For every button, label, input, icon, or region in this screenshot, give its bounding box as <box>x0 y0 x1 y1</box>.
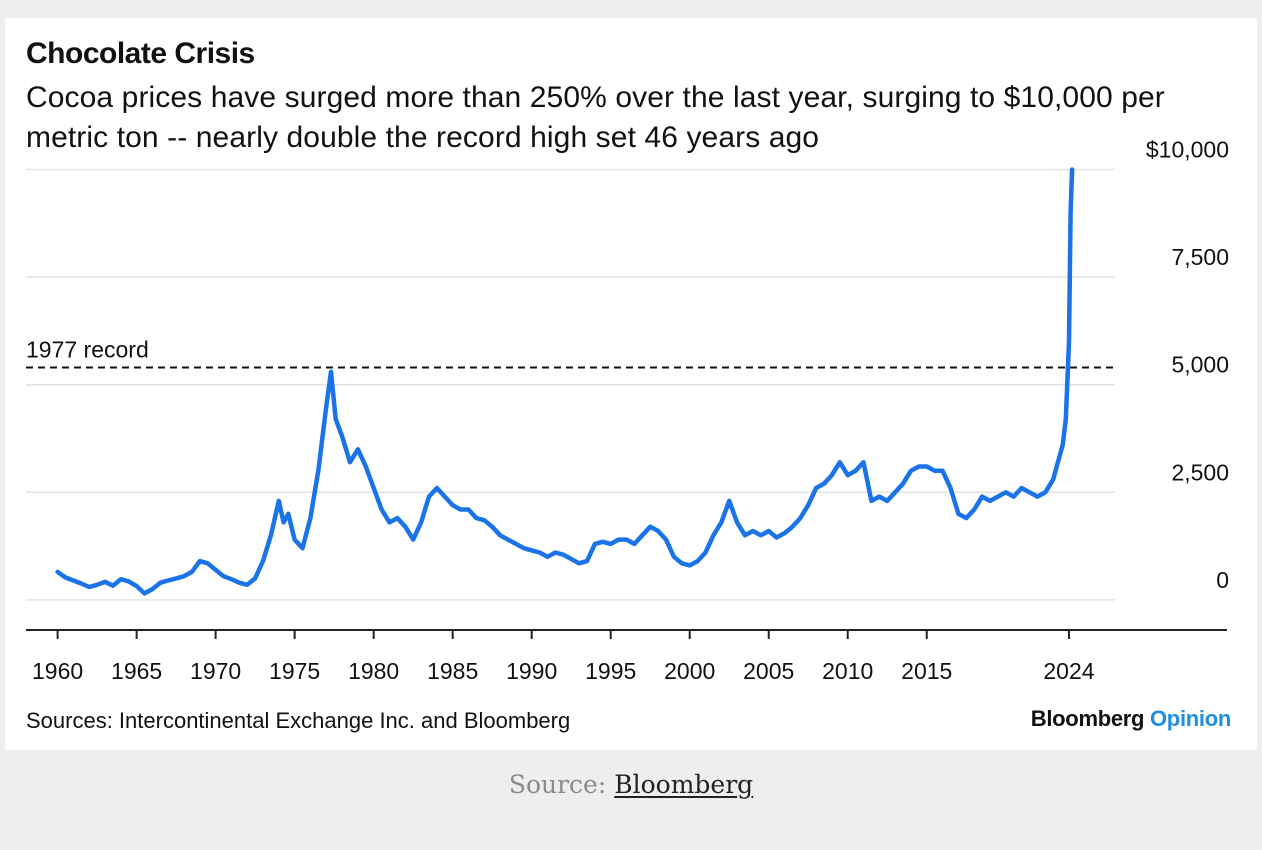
brand-logo: Bloomberg Opinion <box>1030 706 1232 732</box>
chart-title: Chocolate Crisis <box>26 37 255 70</box>
line-chart: 0 2,500 5,000 7,500 $10,000 1960 1965 1970 1975 1… <box>26 137 1229 684</box>
brand-suffix: Opinion <box>1150 706 1231 731</box>
sources-note: Sources: Intercontinental Exchange Inc. … <box>26 708 571 733</box>
y-tick-label: 0 <box>1216 567 1229 593</box>
footer-caption: Source: Bloomberg <box>0 770 1262 799</box>
x-tick-label: 1965 <box>111 658 162 684</box>
footer-prefix: Source: <box>508 770 607 799</box>
x-tick-label: 1995 <box>585 658 636 684</box>
x-tick-label: 1970 <box>190 658 241 684</box>
y-tick-label: 2,500 <box>1171 459 1229 485</box>
chart-subtitle: Cocoa prices have surged more than 250% … <box>26 81 1165 154</box>
brand-name: Bloomberg <box>1030 706 1145 731</box>
x-tick-label: 2005 <box>743 658 794 684</box>
record-reference-label: 1977 record <box>26 336 149 362</box>
x-tick-label: 1960 <box>32 658 83 684</box>
footer-source-link[interactable]: Bloomberg <box>614 770 754 799</box>
x-tick-label: 2000 <box>664 658 715 684</box>
x-tick-label: 2010 <box>822 658 873 684</box>
y-tick-label: 7,500 <box>1171 244 1229 270</box>
y-tick-label: 5,000 <box>1171 352 1229 378</box>
x-tick-label: 2024 <box>1043 658 1094 684</box>
x-tick-label: 2015 <box>901 658 952 684</box>
x-tick-label: 1990 <box>506 658 557 684</box>
x-tick-label: 1985 <box>427 658 478 684</box>
cocoa-price-line <box>55 167 1075 596</box>
x-tick-label: 1975 <box>269 658 320 684</box>
chart-card: Chocolate Crisis Cocoa prices have surge… <box>5 18 1257 750</box>
y-tick-label: $10,000 <box>1146 137 1229 163</box>
x-tick-label: 1980 <box>348 658 399 684</box>
